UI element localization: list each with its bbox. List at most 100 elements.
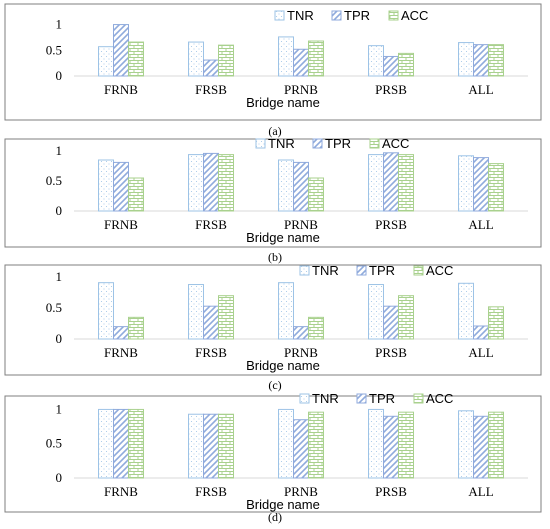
legend-swatch-tpr xyxy=(312,138,323,149)
legend-swatch-tpr xyxy=(356,265,367,276)
bar-acc xyxy=(488,163,504,212)
bar-tpr xyxy=(113,326,129,340)
y-tick-label: 0 xyxy=(56,68,63,83)
bar-tpr xyxy=(293,326,309,340)
bar-tpr xyxy=(113,161,129,212)
bar-tpr xyxy=(203,59,219,77)
panel-caption: (c) xyxy=(268,378,281,392)
bar-tnr xyxy=(458,42,474,77)
bar-tnr xyxy=(188,284,204,340)
legend-swatch-acc xyxy=(413,393,424,404)
bar-tpr xyxy=(293,48,309,77)
bar-tpr xyxy=(203,152,219,212)
bar-tnr xyxy=(458,155,474,212)
y-tick-label: 1 xyxy=(56,269,63,284)
legend-swatch-tnr xyxy=(299,393,310,404)
x-axis-title: Bridge name xyxy=(246,358,320,373)
bar-acc xyxy=(308,177,324,212)
legend-swatch-tnr xyxy=(299,265,310,276)
bar-tpr xyxy=(383,55,399,77)
bar-tpr xyxy=(203,413,219,479)
panel-frame xyxy=(4,264,542,376)
category-label: PRNB xyxy=(284,345,318,360)
category-label: FRSB xyxy=(195,82,227,97)
legend-swatch-tpr xyxy=(331,10,342,21)
legend-label: TNR xyxy=(287,8,314,23)
bar-acc xyxy=(398,411,414,479)
bar-acc xyxy=(488,306,504,340)
bar-acc xyxy=(488,411,504,479)
bar-acc xyxy=(218,295,234,340)
chart-panel: 0 0.5 1 FRNB FRSB PRNB PRSB ALL Bridge name TNR TP… xyxy=(4,3,542,121)
bar-acc xyxy=(308,316,324,340)
legend-label: ACC xyxy=(426,263,453,278)
bar-acc xyxy=(128,41,144,77)
legend-label: TPR xyxy=(325,136,351,151)
panel-caption: (d) xyxy=(268,510,282,524)
category-label: PRNB xyxy=(284,82,318,97)
bar-tpr xyxy=(293,161,309,212)
bar-acc xyxy=(308,411,324,479)
bar-acc xyxy=(488,44,504,77)
category-label: FRSB xyxy=(195,484,227,499)
y-tick-label: 0.5 xyxy=(46,42,62,57)
legend-swatch-tnr xyxy=(274,10,285,21)
category-label: PRNB xyxy=(284,484,318,499)
bar-acc xyxy=(128,177,144,212)
bar-tnr xyxy=(278,282,294,340)
y-tick-label: 1 xyxy=(56,143,63,158)
category-label: PRSB xyxy=(375,345,407,360)
x-axis-title: Bridge name xyxy=(246,497,320,512)
y-tick-label: 1 xyxy=(56,17,63,32)
y-tick-label: 0 xyxy=(56,203,63,218)
category-label: FRNB xyxy=(104,345,138,360)
bar-tnr xyxy=(458,282,474,340)
category-label: ALL xyxy=(468,217,493,232)
category-label: FRSB xyxy=(195,345,227,360)
legend-label: TNR xyxy=(312,391,339,406)
chart-panel: 0 0.5 1 FRNB FRSB PRNB PRSB ALL Bridge name TNR TP… xyxy=(4,136,542,248)
category-label: ALL xyxy=(468,82,493,97)
bar-tnr xyxy=(278,408,294,479)
legend-label: TNR xyxy=(268,136,295,151)
bar-tpr xyxy=(113,408,129,479)
bar-tnr xyxy=(98,282,114,340)
bar-tpr xyxy=(473,44,489,77)
legend-label: ACC xyxy=(426,391,453,406)
bar-acc xyxy=(398,52,414,77)
legend-swatch-acc xyxy=(369,138,380,149)
bar-tpr xyxy=(203,305,219,340)
bar-tnr xyxy=(368,45,384,77)
y-tick-label: 0 xyxy=(56,331,63,346)
bar-tpr xyxy=(383,305,399,340)
panel-frame xyxy=(4,395,542,513)
bar-tnr xyxy=(188,413,204,479)
bar-tnr xyxy=(98,159,114,212)
bar-tnr xyxy=(188,154,204,212)
category-label: PRSB xyxy=(375,82,407,97)
bar-tpr xyxy=(473,415,489,479)
bar-tnr xyxy=(188,41,204,77)
panel-frame xyxy=(4,138,542,248)
category-label: ALL xyxy=(468,484,493,499)
x-axis-title: Bridge name xyxy=(246,95,320,110)
bar-acc xyxy=(218,44,234,77)
bar-tpr xyxy=(383,152,399,212)
legend-label: ACC xyxy=(382,136,409,151)
bar-tpr xyxy=(383,415,399,479)
x-axis-title: Bridge name xyxy=(246,230,320,245)
bar-tpr xyxy=(473,325,489,340)
category-label: PRNB xyxy=(284,217,318,232)
legend: TNR TPR ACC xyxy=(299,391,453,406)
bar-tnr xyxy=(98,46,114,77)
bar-tpr xyxy=(473,157,489,212)
panel-caption: (a) xyxy=(268,124,281,138)
category-label: FRSB xyxy=(195,217,227,232)
legend-label: TNR xyxy=(312,263,339,278)
legend-swatch-tpr xyxy=(356,393,367,404)
bar-tnr xyxy=(368,154,384,212)
legend-label: TPR xyxy=(369,263,395,278)
legend-label: TPR xyxy=(369,391,395,406)
legend: TNR TPR ACC xyxy=(274,8,428,23)
